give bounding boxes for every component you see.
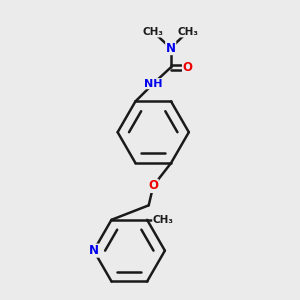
Text: N: N xyxy=(166,42,176,55)
Text: N: N xyxy=(89,244,99,257)
Text: NH: NH xyxy=(144,79,163,89)
Text: O: O xyxy=(148,179,158,192)
Text: CH₃: CH₃ xyxy=(143,27,164,37)
Text: CH₃: CH₃ xyxy=(177,27,198,37)
Text: CH₃: CH₃ xyxy=(153,215,174,225)
Text: O: O xyxy=(182,61,193,74)
